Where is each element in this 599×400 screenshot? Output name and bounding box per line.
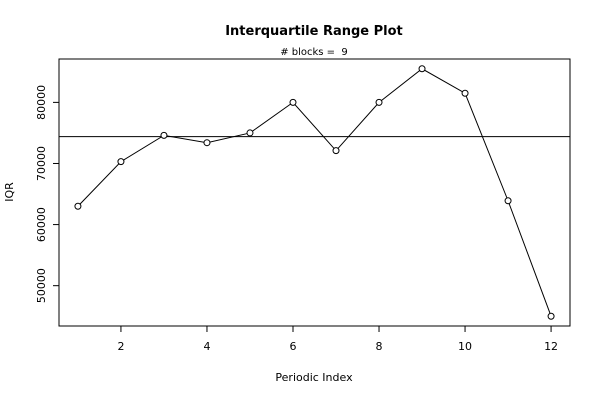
series-line: [77, 68, 552, 317]
x-tick-label: 6: [289, 340, 296, 353]
data-points: [74, 65, 555, 320]
y-axis-label: IQR: [3, 182, 16, 202]
y-tick-label: 70000: [35, 146, 48, 181]
plot-frame: [58, 58, 571, 327]
x-axis-label: Periodic Index: [275, 371, 353, 384]
data-point: [332, 147, 340, 155]
chart-title: Interquartile Range Plot: [225, 24, 403, 39]
data-point: [74, 202, 82, 210]
data-point: [203, 139, 211, 147]
x-tick-label: 8: [376, 340, 383, 353]
data-point: [461, 89, 469, 97]
data-point: [418, 65, 426, 73]
y-tick-label: 50000: [35, 268, 48, 303]
y-tick-label: 80000: [35, 85, 48, 120]
data-point: [117, 158, 125, 166]
x-tick-label: 2: [117, 340, 124, 353]
data-point: [289, 98, 297, 106]
x-tick-label: 10: [458, 340, 472, 353]
x-tick-label: 4: [203, 340, 210, 353]
chart-subtitle: # blocks = 9: [280, 47, 348, 58]
data-point: [504, 197, 512, 205]
y-tick-label: 60000: [35, 207, 48, 242]
y-axis: 50000 60000 70000 80000: [35, 85, 59, 303]
x-axis: 2 4 6 8 10 12: [117, 326, 558, 353]
data-point: [375, 98, 383, 106]
data-point: [547, 312, 555, 320]
data-point: [246, 129, 254, 137]
data-point: [160, 131, 168, 139]
x-tick-label: 12: [544, 340, 558, 353]
